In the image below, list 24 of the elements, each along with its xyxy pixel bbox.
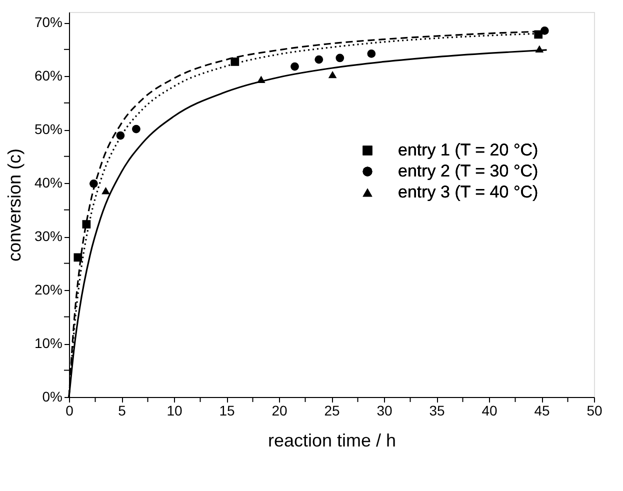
- y-tick-label: 50%: [34, 121, 62, 138]
- y-tick-label: 20%: [34, 282, 62, 298]
- y-tick-label: 60%: [34, 68, 62, 84]
- y-tick-label: 30%: [34, 228, 62, 244]
- x-tick-label: 5: [118, 402, 126, 418]
- legend-label: entry 3 (T = 40 °C): [398, 182, 538, 202]
- y-tick-label: 0%: [42, 388, 62, 404]
- x-tick-label: 0: [66, 402, 74, 418]
- x-tick-label: 45: [534, 402, 550, 418]
- x-tick-label: 40: [482, 402, 498, 418]
- x-tick-label: 50: [586, 402, 602, 418]
- x-tick-label: 20: [272, 402, 288, 418]
- x-tick-label: 25: [324, 402, 340, 418]
- x-tick-label: 10: [166, 402, 182, 418]
- legend-label: entry 2 (T = 30 °C): [398, 162, 538, 180]
- y-tick-label: 40%: [34, 174, 62, 191]
- x-tick-label: 15: [219, 402, 235, 418]
- x-tick-label: 30: [376, 402, 392, 418]
- legend-label: entry 1 (T = 20 °C): [398, 140, 538, 160]
- x-tick-label: 35: [429, 402, 445, 418]
- x-axis-title: reaction time / h: [268, 430, 396, 450]
- y-axis-title: conversion (c): [4, 148, 24, 262]
- y-tick-label: 70%: [34, 14, 62, 30]
- y-tick-label: 10%: [34, 335, 62, 352]
